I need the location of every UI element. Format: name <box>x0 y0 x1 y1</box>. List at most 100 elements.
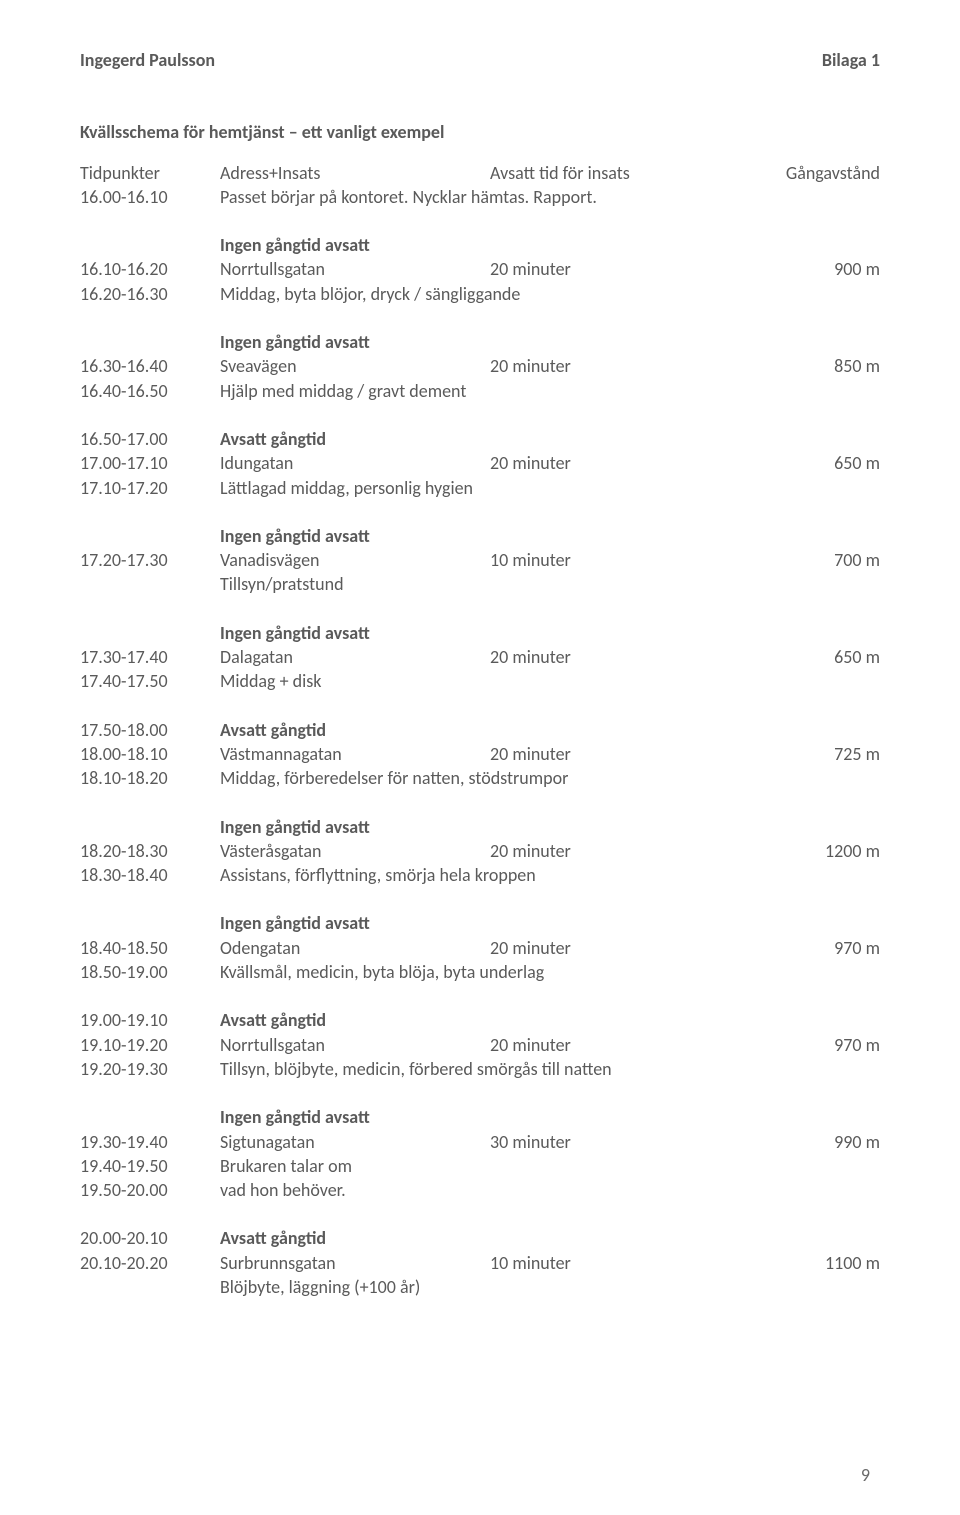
time-cell: 19.50-20.00 <box>80 1178 220 1202</box>
gap-label-row: Ingen gångtid avsatt <box>80 524 880 548</box>
activity-cell: Brukaren talar om <box>220 1154 352 1178</box>
activity-cell: Lättlagad middag, personlig hygien <box>220 476 473 500</box>
time-cell: 20.00-20.10 <box>80 1226 220 1250</box>
no-walktime-label: Ingen gångtid avsatt <box>220 524 370 548</box>
time-cell: 16.10-16.20 <box>80 257 220 281</box>
schedule-row: 20.10-20.20 Surbrunnsgatan 10 minuter 11… <box>80 1251 880 1275</box>
schedule-row: 20.00-20.10 Avsatt gångtid <box>80 1226 880 1250</box>
activity-cell: Tillsyn/pratstund <box>220 572 344 596</box>
time-cell: 16.00-16.10 <box>80 185 220 209</box>
distance-cell: 990 m <box>730 1130 880 1154</box>
time-cell: 17.50-18.00 <box>80 718 220 742</box>
distance-cell: 700 m <box>730 548 880 572</box>
duration-cell: 10 minuter <box>490 1251 730 1275</box>
activity-cell: Blöjbyte, läggning (+100 år) <box>220 1275 420 1299</box>
time-cell: 20.10-20.20 <box>80 1251 220 1275</box>
time-cell: 17.00-17.10 <box>80 451 220 475</box>
duration-cell: 20 minuter <box>490 1033 730 1057</box>
no-walktime-label: Ingen gångtid avsatt <box>220 815 370 839</box>
time-cell: 17.40-17.50 <box>80 669 220 693</box>
time-cell: 18.40-18.50 <box>80 936 220 960</box>
activity-cell: Middag, förberedelser för natten, stödst… <box>220 766 568 790</box>
schedule-row: 18.30-18.40 Assistans, förflyttning, smö… <box>80 863 880 887</box>
time-cell: 18.30-18.40 <box>80 863 220 887</box>
activity-cell: Middag, byta blöjor, dryck / sängliggand… <box>220 282 520 306</box>
duration-cell: 30 minuter <box>490 1130 730 1154</box>
address-cell: Surbrunnsgatan <box>220 1251 490 1275</box>
distance-cell: 650 m <box>730 451 880 475</box>
page-number: 9 <box>861 1463 870 1487</box>
no-walktime-label: Ingen gångtid avsatt <box>220 911 370 935</box>
address-cell: Sigtunagatan <box>220 1130 490 1154</box>
time-cell: 19.00-19.10 <box>80 1008 220 1032</box>
time-cell: 17.10-17.20 <box>80 476 220 500</box>
time-cell: 19.10-19.20 <box>80 1033 220 1057</box>
distance-cell: 900 m <box>730 257 880 281</box>
schedule-row: 17.50-18.00 Avsatt gångtid <box>80 718 880 742</box>
time-cell: 18.50-19.00 <box>80 960 220 984</box>
schedule-row: 18.00-18.10 Västmannagatan 20 minuter 72… <box>80 742 880 766</box>
activity-cell: Middag + disk <box>220 669 321 693</box>
duration-cell: 20 minuter <box>490 839 730 863</box>
duration-cell: 10 minuter <box>490 548 730 572</box>
attachment-label: Bilaga 1 <box>822 48 880 72</box>
schedule-row: 17.20-17.30 Vanadisvägen 10 minuter 700 … <box>80 548 880 572</box>
duration-cell: 20 minuter <box>490 354 730 378</box>
time-cell: 16.40-16.50 <box>80 379 220 403</box>
alloc-walktime-label: Avsatt gångtid <box>220 718 326 742</box>
document-subtitle: Kvällsschema för hemtjänst – ett vanligt… <box>80 120 880 144</box>
schedule-row: Tillsyn/pratstund <box>80 572 880 596</box>
activity-cell: Kvällsmål, medicin, byta blöja, byta und… <box>220 960 544 984</box>
duration-cell: 20 minuter <box>490 742 730 766</box>
distance-cell: 650 m <box>730 645 880 669</box>
schedule-row: 16.20-16.30 Middag, byta blöjor, dryck /… <box>80 282 880 306</box>
address-cell: Västmannagatan <box>220 742 490 766</box>
activity-cell: Passet börjar på kontoret. Nycklar hämta… <box>220 185 597 209</box>
schedule-row: 19.30-19.40 Sigtunagatan 30 minuter 990 … <box>80 1130 880 1154</box>
schedule-row: 19.40-19.50 Brukaren talar om <box>80 1154 880 1178</box>
gap-label-row: Ingen gångtid avsatt <box>80 911 880 935</box>
address-cell: Sveavägen <box>220 354 490 378</box>
address-cell: Idungatan <box>220 451 490 475</box>
schedule-row: 18.20-18.30 Västeråsgatan 20 minuter 120… <box>80 839 880 863</box>
column-header-row: Tidpunkter Adress+Insats Avsatt tid för … <box>80 161 880 185</box>
schedule-row: 18.10-18.20 Middag, förberedelser för na… <box>80 766 880 790</box>
schedule-row: 18.40-18.50 Odengatan 20 minuter 970 m <box>80 936 880 960</box>
time-cell: 19.30-19.40 <box>80 1130 220 1154</box>
duration-cell: 20 minuter <box>490 936 730 960</box>
schedule-row: 19.50-20.00 vad hon behöver. <box>80 1178 880 1202</box>
address-cell: Norrtullsgatan <box>220 1033 490 1057</box>
page-header: Ingegerd Paulsson Bilaga 1 <box>80 48 880 72</box>
distance-cell: 970 m <box>730 936 880 960</box>
address-cell: Dalagatan <box>220 645 490 669</box>
address-cell: Norrtullsgatan <box>220 257 490 281</box>
no-walktime-label: Ingen gångtid avsatt <box>220 1105 370 1129</box>
schedule-row: 16.30-16.40 Sveavägen 20 minuter 850 m <box>80 354 880 378</box>
time-cell: 18.10-18.20 <box>80 766 220 790</box>
gap-label-row: Ingen gångtid avsatt <box>80 1105 880 1129</box>
duration-cell: 20 minuter <box>490 451 730 475</box>
duration-cell: 20 minuter <box>490 257 730 281</box>
no-walktime-label: Ingen gångtid avsatt <box>220 330 370 354</box>
distance-cell: 1200 m <box>730 839 880 863</box>
time-cell: 19.40-19.50 <box>80 1154 220 1178</box>
schedule-row: 19.20-19.30 Tillsyn, blöjbyte, medicin, … <box>80 1057 880 1081</box>
alloc-walktime-label: Avsatt gångtid <box>220 1008 326 1032</box>
schedule-row: Blöjbyte, läggning (+100 år) <box>80 1275 880 1299</box>
gap-label-row: Ingen gångtid avsatt <box>80 621 880 645</box>
no-walktime-label: Ingen gångtid avsatt <box>220 621 370 645</box>
time-cell: 16.20-16.30 <box>80 282 220 306</box>
no-walktime-label: Ingen gångtid avsatt <box>220 233 370 257</box>
activity-cell: vad hon behöver. <box>220 1178 346 1202</box>
gap-label-row: Ingen gångtid avsatt <box>80 330 880 354</box>
duration-cell: 20 minuter <box>490 645 730 669</box>
time-cell: 16.30-16.40 <box>80 354 220 378</box>
gap-label-row: Ingen gångtid avsatt <box>80 233 880 257</box>
schedule-row: 19.10-19.20 Norrtullsgatan 20 minuter 97… <box>80 1033 880 1057</box>
schedule-row: 16.50-17.00 Avsatt gångtid <box>80 427 880 451</box>
time-cell: 18.20-18.30 <box>80 839 220 863</box>
activity-cell: Tillsyn, blöjbyte, medicin, förbered smö… <box>220 1057 612 1081</box>
distance-cell: 725 m <box>730 742 880 766</box>
document-page: Ingegerd Paulsson Bilaga 1 Kvällsschema … <box>0 0 960 1515</box>
schedule-row: 19.00-19.10 Avsatt gångtid <box>80 1008 880 1032</box>
